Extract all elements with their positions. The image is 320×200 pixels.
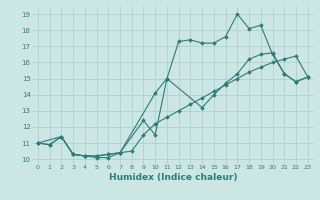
X-axis label: Humidex (Indice chaleur): Humidex (Indice chaleur): [108, 173, 237, 182]
